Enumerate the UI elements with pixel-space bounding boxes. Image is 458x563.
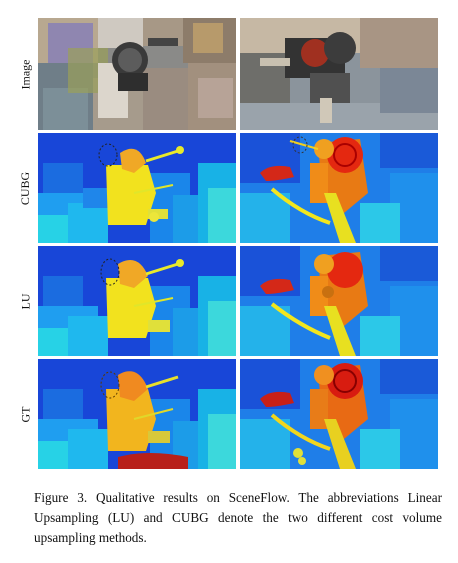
disparity-panel-gt-left bbox=[38, 359, 236, 469]
disparity-panel-lu-left bbox=[38, 246, 236, 356]
image-panel-right bbox=[240, 18, 438, 130]
row-label-lu: LU bbox=[18, 293, 33, 309]
disparity-panel-cubg-left bbox=[38, 133, 236, 243]
row-label-cubg: CUBG bbox=[18, 171, 33, 205]
figure-caption: Figure 3. Qualitative results on SceneFl… bbox=[34, 490, 442, 545]
disparity-panel-gt-right bbox=[240, 359, 438, 469]
row-label-image: Image bbox=[18, 59, 33, 89]
image-panel-left bbox=[38, 18, 236, 130]
figure-grid: Image CUBG LU GT bbox=[18, 18, 438, 469]
disparity-panel-cubg-right bbox=[240, 133, 438, 243]
disparity-panel-lu-right bbox=[240, 246, 438, 356]
row-label-gt: GT bbox=[18, 406, 33, 422]
